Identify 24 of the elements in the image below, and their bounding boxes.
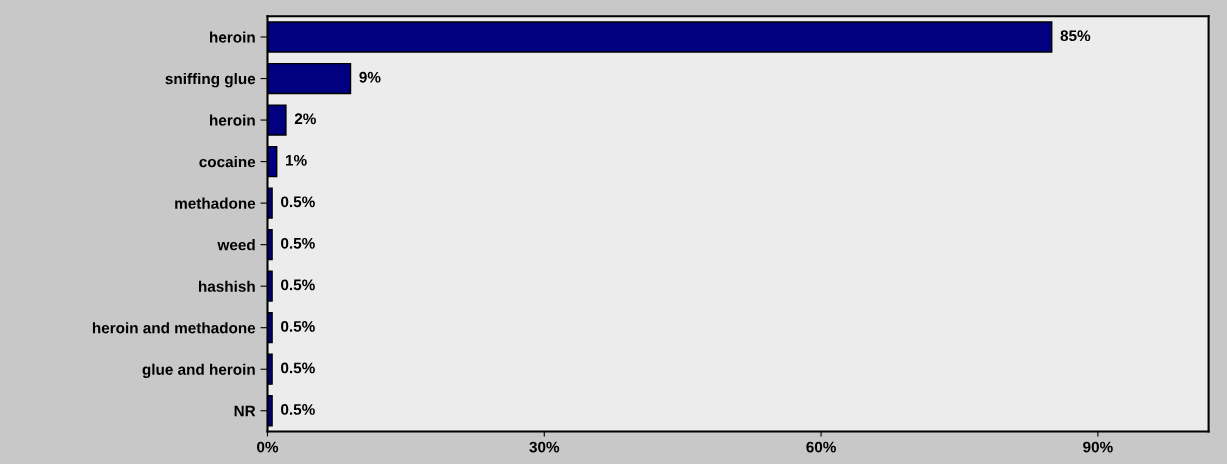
y-tick-label: heroin (210, 114, 255, 126)
x-tick-label: 90% (1083, 441, 1113, 453)
y-tick-label: heroin (210, 31, 255, 43)
data-label: 0.5% (281, 362, 315, 374)
x-tick-label: 30% (529, 441, 560, 453)
y-tick-label: heroin and methadone (92, 322, 256, 334)
y-tick-label: sniffing glue (165, 73, 256, 88)
data-label: 0.5% (281, 279, 315, 291)
x-tick-label: 60% (806, 441, 836, 453)
data-label: 0.5% (281, 320, 315, 332)
x-tick-label: 0% (257, 441, 279, 453)
data-label: 0.5% (281, 404, 315, 415)
y-tick-label: methadone (175, 197, 256, 209)
data-label: 9% (359, 71, 381, 83)
data-label: 2% (294, 113, 316, 125)
data-label: 85% (1060, 30, 1091, 42)
data-label: 0.5% (281, 196, 315, 208)
data-label: 0.5% (281, 237, 315, 249)
data-label: 1% (286, 154, 307, 166)
y-tick-label: cocaine (199, 156, 256, 168)
y-tick-label: hashish (199, 280, 255, 292)
y-tick-label: glue and heroin (142, 363, 255, 378)
y-tick-label: NR (234, 405, 256, 417)
y-tick-label: weed (217, 239, 255, 251)
